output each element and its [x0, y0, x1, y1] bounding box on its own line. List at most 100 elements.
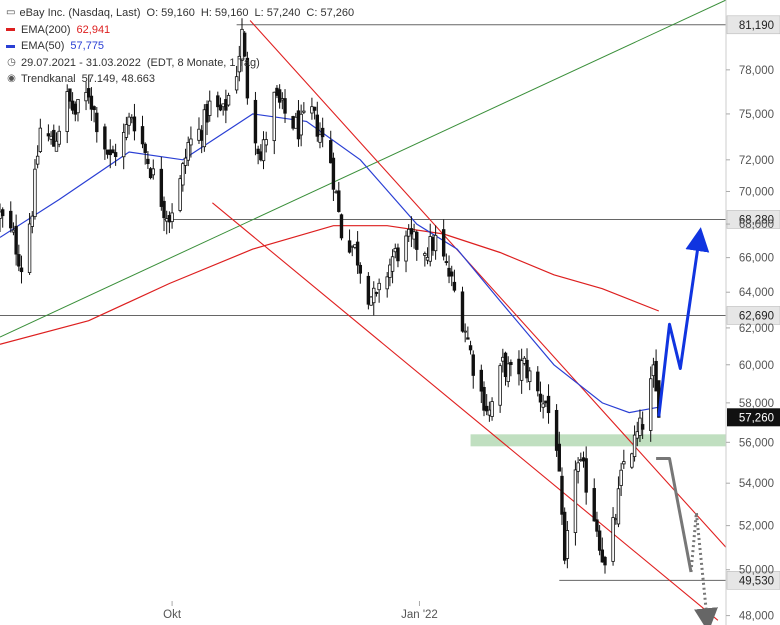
candle-body [412, 231, 416, 240]
candle-body [9, 210, 13, 229]
candle-body [423, 253, 427, 256]
candle-body [622, 461, 626, 465]
candle-body [165, 218, 169, 222]
candle-body [181, 163, 185, 186]
candle-body [339, 214, 344, 239]
candle-body [522, 357, 527, 364]
last-price-label: 57,260 [739, 412, 774, 424]
candle-body [501, 356, 505, 362]
y-tick-label: 52,000 [739, 521, 774, 533]
x-tick-label: Jan '22 [401, 609, 438, 621]
candle-body [479, 369, 484, 392]
candle-body [146, 158, 150, 165]
candle-body [283, 98, 287, 114]
candle-body [299, 113, 303, 136]
candle-body [450, 271, 454, 277]
candle-body [35, 155, 40, 165]
candle-body [374, 292, 379, 294]
legend-period-row: ◷ 29.07.2021 - 31.03.2022 (EDT, 8 Monate… [6, 55, 360, 72]
candle-body [30, 215, 34, 227]
y-tick-label: 60,000 [739, 360, 774, 372]
candle-body [132, 116, 137, 132]
y-tick-label: 58,000 [739, 398, 774, 410]
candle-body [331, 157, 336, 190]
candle-body [560, 475, 564, 515]
candle-body [310, 106, 314, 114]
candle-body [76, 99, 80, 114]
candle-body [0, 209, 5, 217]
y-tick-label: 75,000 [739, 109, 774, 121]
candle-body [84, 92, 88, 102]
candle-body [208, 100, 212, 116]
candle-body [431, 237, 435, 251]
candle-body [557, 443, 561, 472]
level-label-box [726, 15, 780, 35]
candle-body [544, 400, 548, 404]
bullish-scenario-arrow [657, 227, 710, 417]
candle-body [124, 124, 129, 138]
legend-ema50-label: EMA(50) [21, 40, 65, 52]
candle-body [242, 32, 247, 57]
candle-body [65, 91, 69, 132]
bearish-scenario-line [656, 457, 693, 573]
candle-body [162, 200, 166, 219]
candlesticks [0, 18, 661, 574]
candle-body [546, 395, 551, 414]
legend-ema200-row: EMA(200) 62,941 [6, 22, 360, 39]
candle-body [189, 138, 193, 146]
candle-body [17, 254, 21, 267]
legend-ema50-row: EMA(50) 57,775 [6, 38, 360, 55]
legend-trendkanal-label: Trendkanal [21, 73, 76, 85]
y-tick-label: 72,000 [739, 155, 774, 167]
candle-body [528, 370, 532, 383]
ema50-swatch [6, 44, 15, 48]
candle-body [280, 98, 285, 101]
candle-body [388, 264, 392, 278]
candle-body [57, 130, 61, 145]
candle-body [253, 99, 258, 144]
candle-body [52, 129, 56, 147]
candle-body [350, 245, 354, 248]
candle-body [275, 87, 279, 96]
candle-body [296, 110, 301, 140]
legend-period-note: (EDT, 8 Monate, 1 Tag) [146, 56, 260, 69]
axes: 48,000 50,000 52,000 54,000 56,000 58,000 60,0… [163, 0, 774, 625]
candle-body [89, 95, 94, 110]
candle-body [425, 256, 430, 261]
candle-body [390, 256, 395, 272]
candle-body [463, 330, 467, 333]
candle-body [579, 459, 583, 461]
candle-body [19, 267, 24, 273]
trend-channel-upper [249, 20, 727, 548]
candle-body [385, 276, 389, 290]
candle-body [632, 434, 637, 457]
legend-date-range: 29.07.2021 - 31.03.2022 [21, 56, 141, 69]
candle-body [468, 345, 473, 351]
candle-body [640, 424, 645, 430]
candle-body [197, 128, 201, 141]
level-label-box [726, 306, 780, 325]
candle-body [372, 287, 376, 304]
last-price-box [727, 408, 780, 427]
candle-body [393, 248, 397, 253]
y-tick-label: 64,000 [739, 287, 774, 299]
candle-body [38, 127, 43, 152]
candle-body [291, 116, 295, 129]
candle-body [619, 469, 623, 486]
candle-body [33, 168, 37, 217]
candle-body [519, 360, 524, 381]
y-tick-label: 54,000 [739, 478, 774, 490]
candle-body [49, 135, 53, 140]
support-zone [470, 434, 726, 447]
candle-body [245, 57, 250, 99]
candle-body [264, 139, 268, 146]
candle-body [70, 100, 75, 111]
candle-body [487, 409, 492, 416]
candle-body [460, 291, 465, 332]
candle-body [409, 228, 414, 235]
clock-icon: ◷ [7, 56, 16, 68]
candle-body [315, 114, 319, 137]
candle-body [234, 76, 239, 91]
candle-body [108, 149, 112, 156]
candle-body [366, 275, 371, 305]
